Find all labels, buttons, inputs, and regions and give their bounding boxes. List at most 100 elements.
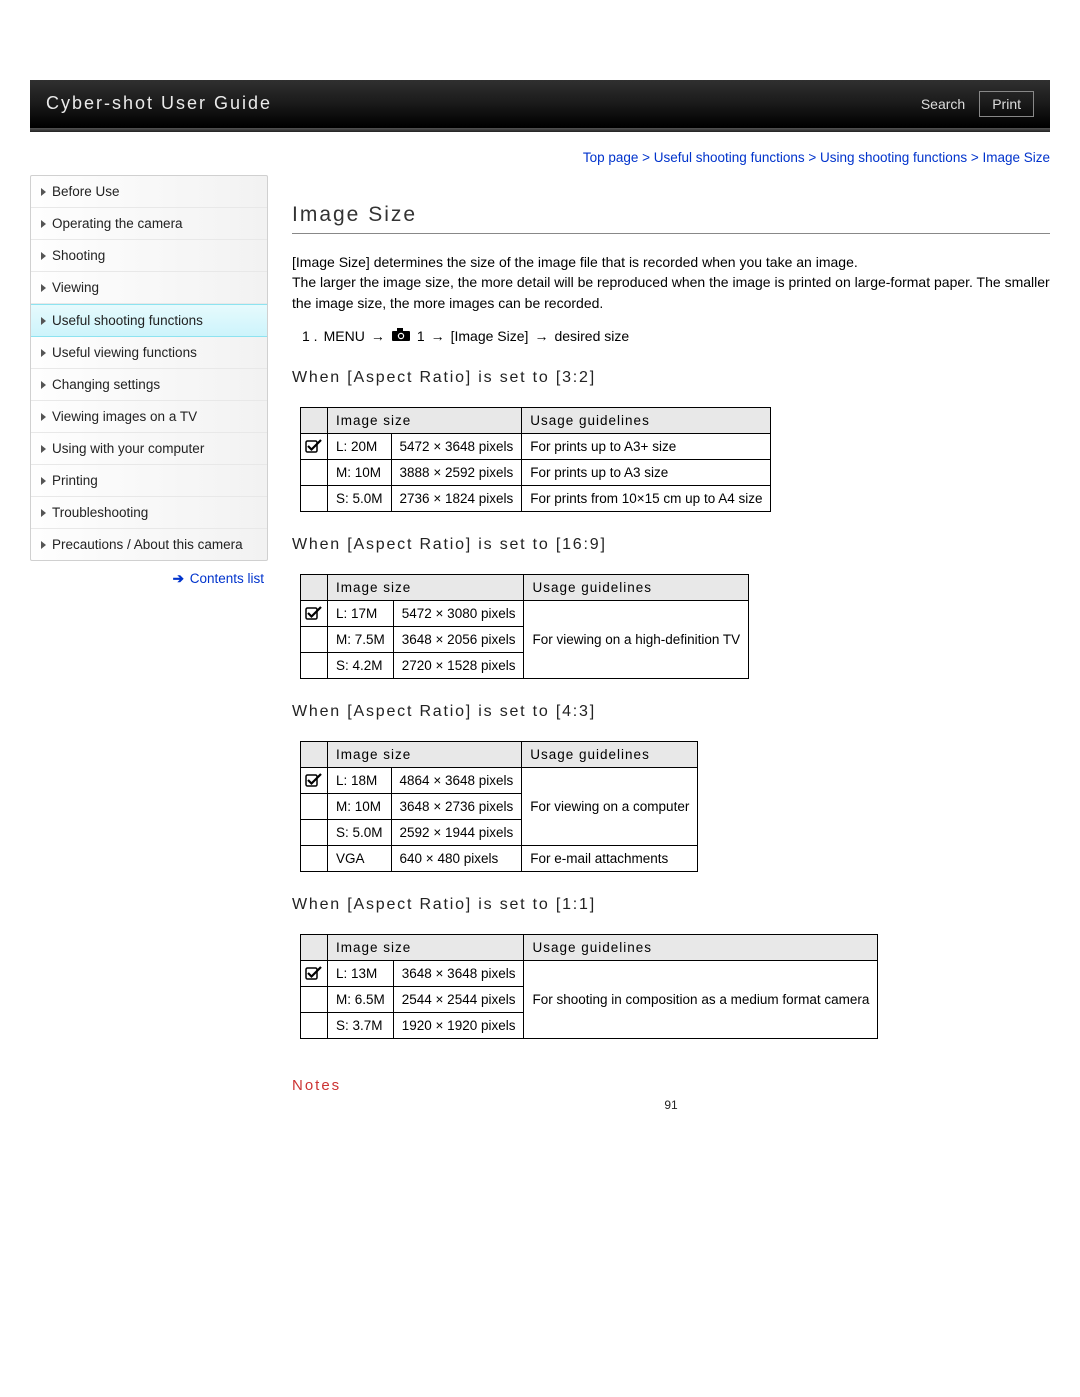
col-image-size: Image size [328,934,524,960]
col-usage: Usage guidelines [522,741,698,767]
size-cell: M: 10M [328,793,392,819]
sidebar-item[interactable]: Changing settings [31,369,267,401]
check-cell [301,485,328,511]
search-link[interactable]: Search [921,96,965,112]
contents-list-label: Contents list [190,571,264,586]
sidebar-item[interactable]: Viewing images on a TV [31,401,267,433]
menu-path: 1 . MENU → 1 → [Image Size] → desired si… [302,327,1050,345]
check-cell [301,626,328,652]
header-title: Cyber-shot User Guide [46,93,272,114]
sidebar-item-label: Useful shooting functions [52,313,203,328]
sidebar-item[interactable]: Using with your computer [31,433,267,465]
menu-label: MENU [324,328,365,344]
sidebar-item-label: Operating the camera [52,216,183,231]
usage-cell: For viewing on a computer [522,767,698,845]
description-text: [Image Size] determines the size of the … [292,252,1050,313]
camera-suffix: 1 [417,328,425,344]
col-usage: Usage guidelines [524,574,749,600]
size-cell: S: 4.2M [328,652,394,678]
arrow-icon: → [371,328,385,344]
pixels-cell: 3648 × 2736 pixels [391,793,522,819]
main-content: Image Size [Image Size] determines the s… [292,175,1050,1112]
pixels-cell: 1920 × 1920 pixels [393,1012,524,1038]
chevron-right-icon [41,220,46,228]
size-cell: M: 7.5M [328,626,394,652]
size-cell: M: 6.5M [328,986,394,1012]
sidebar-item[interactable]: Operating the camera [31,208,267,240]
print-button[interactable]: Print [979,91,1034,117]
chevron-right-icon [41,252,46,260]
table-row: S: 5.0M2736 × 1824 pixelsFor prints from… [301,485,771,511]
size-cell: S: 5.0M [328,819,392,845]
sidebar-item[interactable]: Useful viewing functions [31,337,267,369]
spec-table: Image sizeUsage guidelinesL: 13M3648 × 3… [300,934,878,1039]
sidebar-item-label: Useful viewing functions [52,345,197,360]
usage-cell: For prints up to A3 size [522,459,771,485]
pixels-cell: 2736 × 1824 pixels [391,485,522,511]
check-cell [301,1012,328,1038]
table-row: M: 10M3888 × 2592 pixelsFor prints up to… [301,459,771,485]
usage-cell: For prints from 10×15 cm up to A4 size [522,485,771,511]
col-image-size: Image size [328,574,524,600]
section-heading: When [Aspect Ratio] is set to [1:1] [292,896,1050,914]
check-cell [301,960,328,986]
table-row: L: 20M5472 × 3648 pixelsFor prints up to… [301,433,771,459]
spec-table: Image sizeUsage guidelinesL: 20M5472 × 3… [300,407,771,512]
spec-table: Image sizeUsage guidelinesL: 18M4864 × 3… [300,741,698,872]
pixels-cell: 3648 × 3648 pixels [393,960,524,986]
section-heading: When [Aspect Ratio] is set to [16:9] [292,536,1050,554]
pixels-cell: 2720 × 1528 pixels [393,652,524,678]
sidebar-item[interactable]: Before Use [31,176,267,208]
section-heading: When [Aspect Ratio] is set to [4:3] [292,703,1050,721]
camera-icon [391,327,411,345]
arrow-icon: ➔ [173,571,184,586]
contents-list-link[interactable]: ➔ Contents list [30,561,268,587]
col-image-size: Image size [328,741,522,767]
col-usage: Usage guidelines [522,407,771,433]
sidebar-item[interactable]: Precautions / About this camera [31,529,267,560]
notes-heading: Notes [292,1077,1050,1094]
chevron-right-icon [41,284,46,292]
arrow-icon: → [431,328,445,344]
sidebar-item-label: Shooting [52,248,105,263]
title-rule [292,233,1050,234]
menu-target: desired size [554,328,629,344]
col-image-size: Image size [328,407,522,433]
size-cell: L: 13M [328,960,394,986]
sidebar-item-label: Precautions / About this camera [52,537,243,552]
check-cell [301,793,328,819]
page-number: 91 [292,1098,1050,1112]
page-title: Image Size [292,203,1050,227]
size-cell: L: 18M [328,767,392,793]
chevron-right-icon [41,381,46,389]
breadcrumb[interactable]: Top page > Useful shooting functions > U… [30,132,1050,175]
size-cell: L: 17M [328,600,394,626]
size-cell: L: 20M [328,433,392,459]
check-cell [301,819,328,845]
pixels-cell: 640 × 480 pixels [391,845,522,871]
pixels-cell: 3888 × 2592 pixels [391,459,522,485]
section-heading: When [Aspect Ratio] is set to [3:2] [292,369,1050,387]
sidebar-item-label: Before Use [52,184,120,199]
sidebar-item-label: Printing [52,473,98,488]
size-cell: S: 5.0M [328,485,392,511]
sidebar-item[interactable]: Viewing [31,272,267,304]
arrow-icon: → [534,328,548,344]
usage-cell: For shooting in composition as a medium … [524,960,878,1038]
check-cell [301,652,328,678]
chevron-right-icon [41,509,46,517]
chevron-right-icon [41,541,46,549]
chevron-right-icon [41,445,46,453]
menu-item: [Image Size] [451,328,529,344]
table-row: L: 17M5472 × 3080 pixelsFor viewing on a… [301,600,749,626]
pixels-cell: 3648 × 2056 pixels [393,626,524,652]
check-cell [301,433,328,459]
sidebar-item[interactable]: Printing [31,465,267,497]
sidebar-item[interactable]: Troubleshooting [31,497,267,529]
sidebar-item-label: Using with your computer [52,441,204,456]
sidebar-item[interactable]: Shooting [31,240,267,272]
sidebar-item[interactable]: Useful shooting functions [31,304,267,337]
pixels-cell: 2544 × 2544 pixels [393,986,524,1012]
check-cell [301,767,328,793]
sidebar-item-label: Changing settings [52,377,160,392]
